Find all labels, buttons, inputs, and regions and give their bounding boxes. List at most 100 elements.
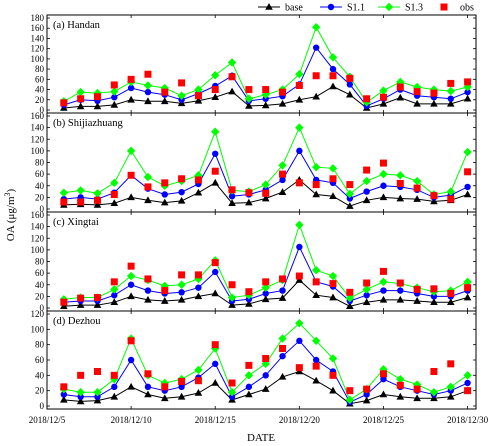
data-point: [379, 93, 387, 101]
y-tick-label: 160: [31, 23, 45, 33]
data-point: [295, 95, 304, 103]
legend-item-s11: S1.1: [320, 3, 365, 14]
data-point: [111, 292, 118, 299]
legend-marker: [327, 3, 335, 11]
data-point: [211, 86, 219, 94]
data-point: [363, 292, 370, 299]
data-point: [278, 99, 287, 107]
series-s11: [60, 243, 471, 306]
data-point: [447, 360, 455, 368]
y-tick-label: 120: [31, 233, 45, 243]
data-point: [127, 281, 135, 288]
data-point: [178, 271, 186, 279]
data-point: [363, 279, 371, 287]
data-point: [362, 298, 371, 305]
data-point: [194, 96, 203, 104]
data-point: [311, 336, 321, 346]
data-point: [311, 266, 321, 275]
data-point: [227, 293, 237, 302]
data-point: [379, 277, 388, 287]
data-point: [194, 388, 203, 396]
y-tick-label: 100: [31, 54, 45, 64]
series-base: [60, 276, 472, 310]
x-axis-title: DATE: [247, 432, 275, 444]
data-point: [144, 97, 152, 105]
y-tick-label: 120: [31, 44, 45, 54]
y-tick-label: 0: [40, 303, 45, 313]
data-point: [329, 192, 337, 200]
data-point: [379, 193, 388, 201]
data-point: [227, 388, 237, 397]
data-point: [346, 202, 354, 209]
data-point: [430, 293, 438, 300]
data-point: [76, 397, 85, 405]
series-base: [60, 175, 472, 209]
data-point: [261, 295, 270, 303]
data-point: [211, 71, 220, 80]
panel-4: 0 20 40 60 80 100 120 (d) Dezhou: [31, 309, 477, 411]
data-point: [396, 295, 405, 303]
data-point: [413, 297, 421, 304]
data-point: [447, 195, 455, 203]
data-point: [228, 87, 236, 95]
y-tick-label: 100: [31, 146, 45, 156]
y-tick-label: 120: [31, 134, 45, 144]
data-point: [127, 337, 135, 345]
data-point: [126, 271, 136, 281]
data-point: [463, 293, 472, 301]
data-point: [178, 79, 186, 87]
data-point: [60, 99, 68, 107]
data-point: [127, 292, 135, 300]
data-point: [430, 99, 438, 107]
legend-item-base: base: [258, 3, 303, 14]
data-point: [430, 368, 438, 375]
series-s13: [59, 123, 472, 199]
data-point: [329, 175, 337, 183]
data-point: [379, 169, 388, 179]
data-point: [212, 268, 219, 276]
data-point: [430, 192, 438, 200]
data-point: [296, 337, 303, 345]
data-point: [245, 288, 253, 296]
data-point: [446, 99, 455, 107]
data-point: [110, 190, 118, 198]
y-tick-label: 80: [35, 158, 45, 168]
series-obs: [60, 259, 472, 306]
series-base: [60, 367, 472, 407]
y-tick-label: 40: [35, 280, 45, 290]
data-point: [76, 301, 85, 308]
data-point: [93, 301, 102, 308]
data-point: [413, 184, 421, 192]
data-point: [60, 395, 68, 403]
data-point: [160, 297, 169, 304]
data-point: [178, 175, 186, 183]
data-point: [93, 93, 101, 101]
x-tick-label: 2018/12/20: [279, 415, 321, 425]
y-tick-label: 40: [35, 85, 45, 95]
x-tick-label: 2018/12/5: [29, 415, 66, 425]
data-point: [464, 284, 472, 292]
data-point: [295, 179, 303, 187]
data-point: [76, 87, 85, 97]
data-point: [413, 195, 421, 202]
data-point: [211, 127, 220, 136]
data-point: [244, 94, 254, 103]
y-tick-label: 60: [35, 74, 45, 84]
data-point: [111, 383, 118, 391]
data-point: [380, 182, 387, 189]
data-point: [329, 72, 337, 80]
data-point: [60, 198, 68, 206]
data-point: [464, 183, 471, 191]
data-point: [245, 390, 253, 398]
data-point: [194, 271, 202, 279]
data-point: [446, 382, 455, 392]
data-point: [76, 186, 85, 195]
data-point: [144, 196, 152, 204]
data-point: [312, 376, 320, 384]
data-point: [60, 383, 68, 391]
data-point: [194, 92, 202, 100]
